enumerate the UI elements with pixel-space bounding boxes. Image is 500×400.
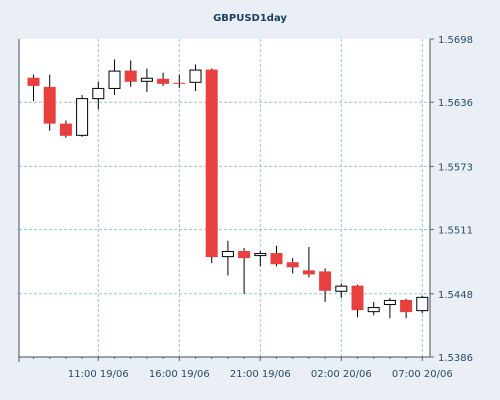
candle bbox=[416, 295, 429, 314]
candle-body-down bbox=[400, 299, 413, 313]
candle-body-down bbox=[205, 69, 218, 258]
candle-body-down bbox=[286, 262, 299, 268]
candle bbox=[400, 298, 413, 319]
candle-body-up bbox=[383, 299, 396, 306]
candle bbox=[238, 247, 251, 294]
candle bbox=[351, 284, 364, 318]
x-tick-label: 02:00 20/06 bbox=[311, 369, 372, 380]
candle-body-down bbox=[43, 86, 56, 124]
candle bbox=[254, 251, 267, 267]
candle bbox=[27, 74, 40, 102]
candle-body-down bbox=[351, 285, 364, 311]
y-tick-label: 1.5386 bbox=[438, 353, 473, 364]
candle-body-up bbox=[92, 87, 105, 100]
candle-body-down bbox=[124, 70, 137, 82]
y-tick-label: 1.5573 bbox=[438, 162, 473, 173]
y-tick-label: 1.5511 bbox=[438, 226, 473, 237]
candle bbox=[43, 74, 56, 131]
candle-body-up bbox=[416, 296, 429, 312]
x-tick-label: 07:00 20/06 bbox=[392, 369, 453, 380]
candle-body-down bbox=[59, 123, 72, 136]
candle-body-up bbox=[189, 69, 202, 83]
x-tick-label: 21:00 19/06 bbox=[230, 369, 291, 380]
y-tick-label: 1.5698 bbox=[438, 35, 473, 46]
candle bbox=[124, 60, 137, 87]
candle-body-up bbox=[221, 251, 234, 258]
candle bbox=[367, 301, 380, 316]
candle bbox=[270, 245, 283, 267]
candle bbox=[302, 246, 315, 278]
candle bbox=[319, 268, 332, 302]
candle bbox=[59, 120, 72, 138]
candle-body-up bbox=[76, 98, 89, 136]
x-tick-label: 11:00 19/06 bbox=[68, 369, 129, 380]
candle bbox=[108, 59, 121, 96]
candle bbox=[140, 68, 153, 92]
candle bbox=[335, 283, 348, 298]
candle-body-down bbox=[238, 251, 251, 259]
y-tick-label: 1.5636 bbox=[438, 98, 473, 109]
candle-body-down bbox=[319, 271, 332, 291]
candle bbox=[189, 64, 202, 91]
candle-body-down bbox=[173, 82, 186, 84]
axis-layer: 1.5698 1.5636 1.5573 1.5511 1.5448 1.5386 11:0… bbox=[18, 35, 473, 380]
candle-body-down bbox=[27, 77, 40, 86]
y-tick-label: 1.5448 bbox=[438, 290, 473, 301]
candle-body-up bbox=[335, 285, 348, 292]
candle-body-up bbox=[140, 77, 153, 82]
candle bbox=[383, 297, 396, 319]
candle bbox=[92, 81, 105, 110]
candle-body-down bbox=[302, 270, 315, 275]
candle-body-up bbox=[367, 307, 380, 313]
candle bbox=[205, 68, 218, 264]
candle bbox=[157, 72, 170, 86]
candle-body-down bbox=[270, 253, 283, 265]
x-tick-label: 16:00 19/06 bbox=[149, 369, 210, 380]
candle-layer bbox=[27, 59, 429, 319]
candle bbox=[173, 74, 186, 88]
candle-body-up bbox=[108, 70, 121, 89]
candle-body-down bbox=[157, 78, 170, 84]
candle bbox=[286, 258, 299, 274]
candle-body-up bbox=[254, 253, 267, 257]
candle bbox=[76, 95, 89, 137]
chart-title: GBPUSD1day bbox=[213, 13, 287, 24]
candle bbox=[221, 240, 234, 276]
